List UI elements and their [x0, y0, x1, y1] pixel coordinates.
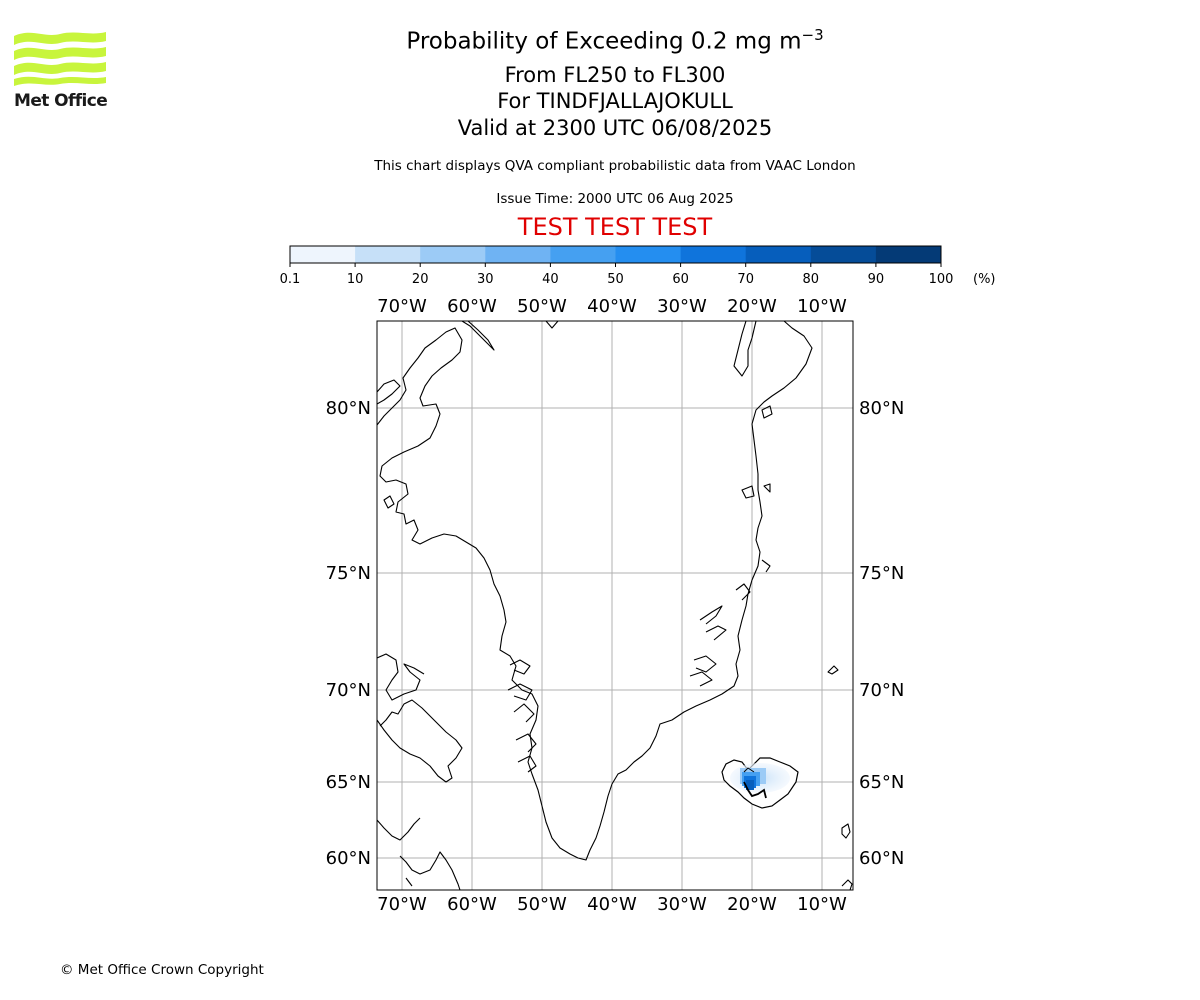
colorbar-segment — [420, 246, 486, 263]
lat-label: 60°N — [859, 848, 904, 869]
colorbar-tick-label: 60 — [672, 272, 689, 287]
lat-label: 65°N — [326, 772, 371, 793]
colorbar-segment — [290, 246, 356, 263]
lat-labels-right: 80°N 75°N 70°N 65°N 60°N — [859, 398, 904, 869]
lon-labels-top: 70°W 60°W 50°W 40°W 30°W 20°W 10°W — [377, 296, 847, 317]
issue-time: Issue Time: 2000 UTC 06 Aug 2025 — [496, 191, 734, 207]
colorbar-tick-label: 10 — [347, 272, 364, 287]
graticule — [377, 321, 853, 890]
colorbar-segment — [550, 246, 616, 263]
lat-label: 80°N — [859, 398, 904, 419]
colorbar-segment — [355, 246, 421, 263]
lat-labels-left: 80°N 75°N 70°N 65°N 60°N — [326, 398, 371, 869]
title-main: Probability of Exceeding 0.2 mg m — [406, 28, 802, 55]
lat-label: 75°N — [859, 563, 904, 584]
colorbar-tick-label: 90 — [868, 272, 885, 287]
lon-label: 70°W — [377, 296, 427, 317]
lon-label: 50°W — [517, 296, 567, 317]
copyright-notice: © Met Office Crown Copyright — [60, 962, 264, 978]
colorbar-segment — [810, 246, 877, 263]
lat-label: 65°N — [859, 772, 904, 793]
colorbar-unit-label: (%) — [973, 272, 996, 287]
colorbar-tick-label: 80 — [803, 272, 820, 287]
lat-label: 70°N — [326, 680, 371, 701]
chart-title: Probability of Exceeding 0.2 mg m−3 — [0, 26, 1200, 55]
colorbar-tick-label: 20 — [412, 272, 429, 287]
coastlines — [377, 321, 853, 890]
lon-label: 60°W — [447, 894, 497, 915]
title-unit-exponent: −3 — [801, 26, 824, 44]
lon-label: 40°W — [587, 296, 637, 317]
lon-label: 60°W — [447, 296, 497, 317]
colorbar-tick-label: 40 — [542, 272, 559, 287]
lon-labels-bottom: 70°W 60°W 50°W 40°W 30°W 20°W 10°W — [377, 894, 847, 915]
map-frame — [376, 320, 854, 891]
lon-label: 70°W — [377, 894, 427, 915]
colorbar-tick-label: 70 — [737, 272, 754, 287]
flight-level-range: From FL250 to FL300 — [504, 63, 726, 87]
colorbar-tick-label: 100 — [929, 272, 954, 287]
lon-label: 30°W — [657, 894, 707, 915]
lat-label: 60°N — [326, 848, 371, 869]
lat-label: 75°N — [326, 563, 371, 584]
volcano-name: For TINDFJALLAJOKULL — [497, 89, 733, 113]
lon-label: 20°W — [727, 894, 777, 915]
colorbar-segment — [875, 246, 942, 263]
lat-label: 70°N — [859, 680, 904, 701]
probability-colorbar: 0.1 10 20 30 40 50 60 70 80 90 100 (%) — [280, 245, 996, 287]
colorbar-segment — [615, 246, 682, 263]
colorbar-tick-label: 50 — [607, 272, 624, 287]
met-office-wave-logo-icon — [14, 32, 106, 86]
lon-label: 20°W — [727, 296, 777, 317]
valid-time: Valid at 2300 UTC 06/08/2025 — [457, 116, 773, 140]
colorbar-segment — [680, 246, 747, 263]
greenland-coastline — [377, 321, 813, 861]
test-banner: TEST TEST TEST — [517, 213, 713, 241]
colorbar-tick-label: 0.1 — [280, 272, 301, 287]
colorbar-segment — [485, 246, 551, 263]
iceland — [721, 757, 799, 809]
lon-label: 10°W — [797, 296, 847, 317]
lat-label: 80°N — [326, 398, 371, 419]
lon-label: 10°W — [797, 894, 847, 915]
colorbar-segment — [745, 246, 812, 263]
ash-plume-band-70 — [746, 780, 754, 790]
lon-label: 30°W — [657, 296, 707, 317]
colorbar-tick-label: 30 — [477, 272, 494, 287]
lon-label: 50°W — [517, 894, 567, 915]
chart-subtitle: This chart displays QVA compliant probab… — [374, 158, 856, 174]
met-office-logo-text: Met Office — [14, 91, 108, 111]
lon-label: 40°W — [587, 894, 637, 915]
